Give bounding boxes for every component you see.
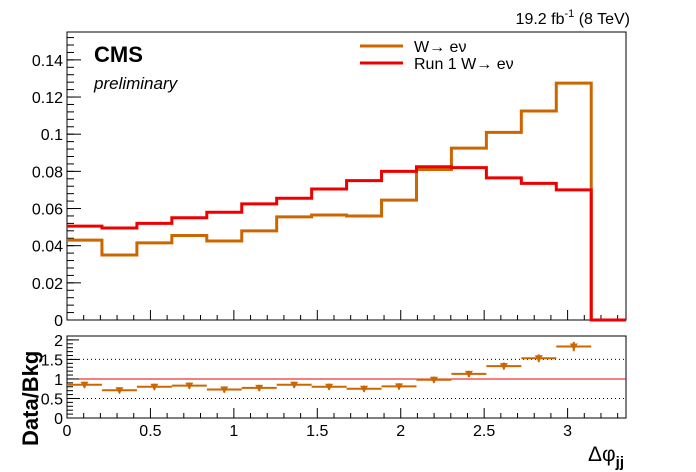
ratio-point-marker	[499, 363, 508, 371]
experiment-label: CMS	[94, 42, 143, 67]
ratio-y-axis-title: Data/Bkg	[18, 351, 43, 446]
ratio-point-marker	[395, 383, 404, 391]
ratio-panel-frame	[66, 335, 627, 419]
legend-label-series-1: W→ eν	[414, 39, 466, 56]
luminosity-label: 19.2 fb-1 (8 TeV)	[516, 8, 630, 28]
ratio-point-marker	[185, 382, 194, 390]
ratio-point-marker	[464, 370, 473, 378]
ratio-point-marker	[255, 384, 264, 392]
main-y-tick-label: 0.08	[32, 164, 63, 181]
ratio-point-marker	[290, 381, 299, 389]
histogram-series-2	[67, 165, 626, 322]
x-tick-label: 2.5	[473, 423, 495, 440]
ratio-y-tick-label: 0	[54, 411, 63, 428]
x-tick-label: 3	[563, 423, 572, 440]
x-tick-label: 0	[63, 423, 72, 440]
ratio-y-tick-label: 1	[54, 372, 63, 389]
ratio-point	[311, 383, 347, 391]
ratio-point	[67, 381, 102, 389]
ratio-y-tick-label: 1.5	[41, 352, 63, 369]
ratio-point-marker	[534, 355, 543, 363]
main-y-tick-label: 0.12	[32, 90, 63, 107]
legend: W→ eν Run 1 W→ eν	[360, 39, 514, 73]
ratio-point	[346, 385, 382, 393]
x-tick-label: 2	[396, 423, 405, 440]
ratio-point	[381, 383, 417, 391]
main-y-tick-label: 0.04	[32, 239, 63, 256]
main-y-tick-label: 0.14	[32, 53, 63, 70]
ratio-point-marker	[150, 383, 159, 391]
x-axis-title: Δφjj	[588, 443, 624, 471]
ratio-point	[206, 386, 242, 394]
ratio-y-tick-label: 2	[54, 333, 63, 350]
histogram-series-1	[67, 81, 626, 322]
ratio-point-marker	[80, 381, 89, 389]
ratio-point	[276, 381, 312, 389]
x-tick-label: 0.5	[139, 423, 161, 440]
main-y-tick-label: 0.02	[32, 276, 63, 293]
x-tick-label: 1.5	[306, 423, 328, 440]
main-y-tick-label: 0.06	[32, 202, 63, 219]
main-y-tick-label: 0.1	[41, 127, 63, 144]
ratio-y-tick-label: 0.5	[41, 391, 63, 408]
ratio-y-axis: 0 0.5 1 1.5 2	[41, 333, 79, 428]
ratio-point	[556, 341, 592, 352]
x-tick-label: 1	[229, 423, 238, 440]
ratio-point	[136, 383, 172, 391]
ratio-point	[416, 376, 452, 384]
ratio-point	[101, 387, 137, 395]
main-y-axis: 0 0.02 0.04 0.06 0.08 0.1 0.12 0.14	[32, 37, 81, 330]
main-x-axis-ticks	[66, 310, 619, 320]
main-panel-frame	[66, 31, 627, 321]
ratio-point-marker	[429, 376, 438, 384]
ratio-point	[171, 382, 207, 390]
main-y-tick-label: 0	[54, 313, 63, 330]
ratio-point-marker	[569, 343, 578, 351]
ratio-point	[241, 384, 277, 392]
ratio-point	[451, 370, 487, 378]
ratio-reference-lines	[67, 358, 626, 399]
ratio-point-marker	[220, 386, 229, 394]
main-series-group	[67, 81, 626, 322]
legend-label-series-2: Run 1 W→ eν	[414, 56, 514, 73]
ratio-point-marker	[360, 385, 369, 393]
ratio-point-marker	[115, 387, 124, 395]
ratio-point-marker	[325, 383, 334, 391]
ratio-points-group	[67, 341, 592, 395]
status-label: preliminary	[93, 74, 179, 93]
ratio-point	[486, 362, 522, 371]
ratio-x-axis: 0 0.5 1 1.5 2 2.5 3	[63, 408, 619, 440]
ratio-point	[521, 354, 557, 363]
